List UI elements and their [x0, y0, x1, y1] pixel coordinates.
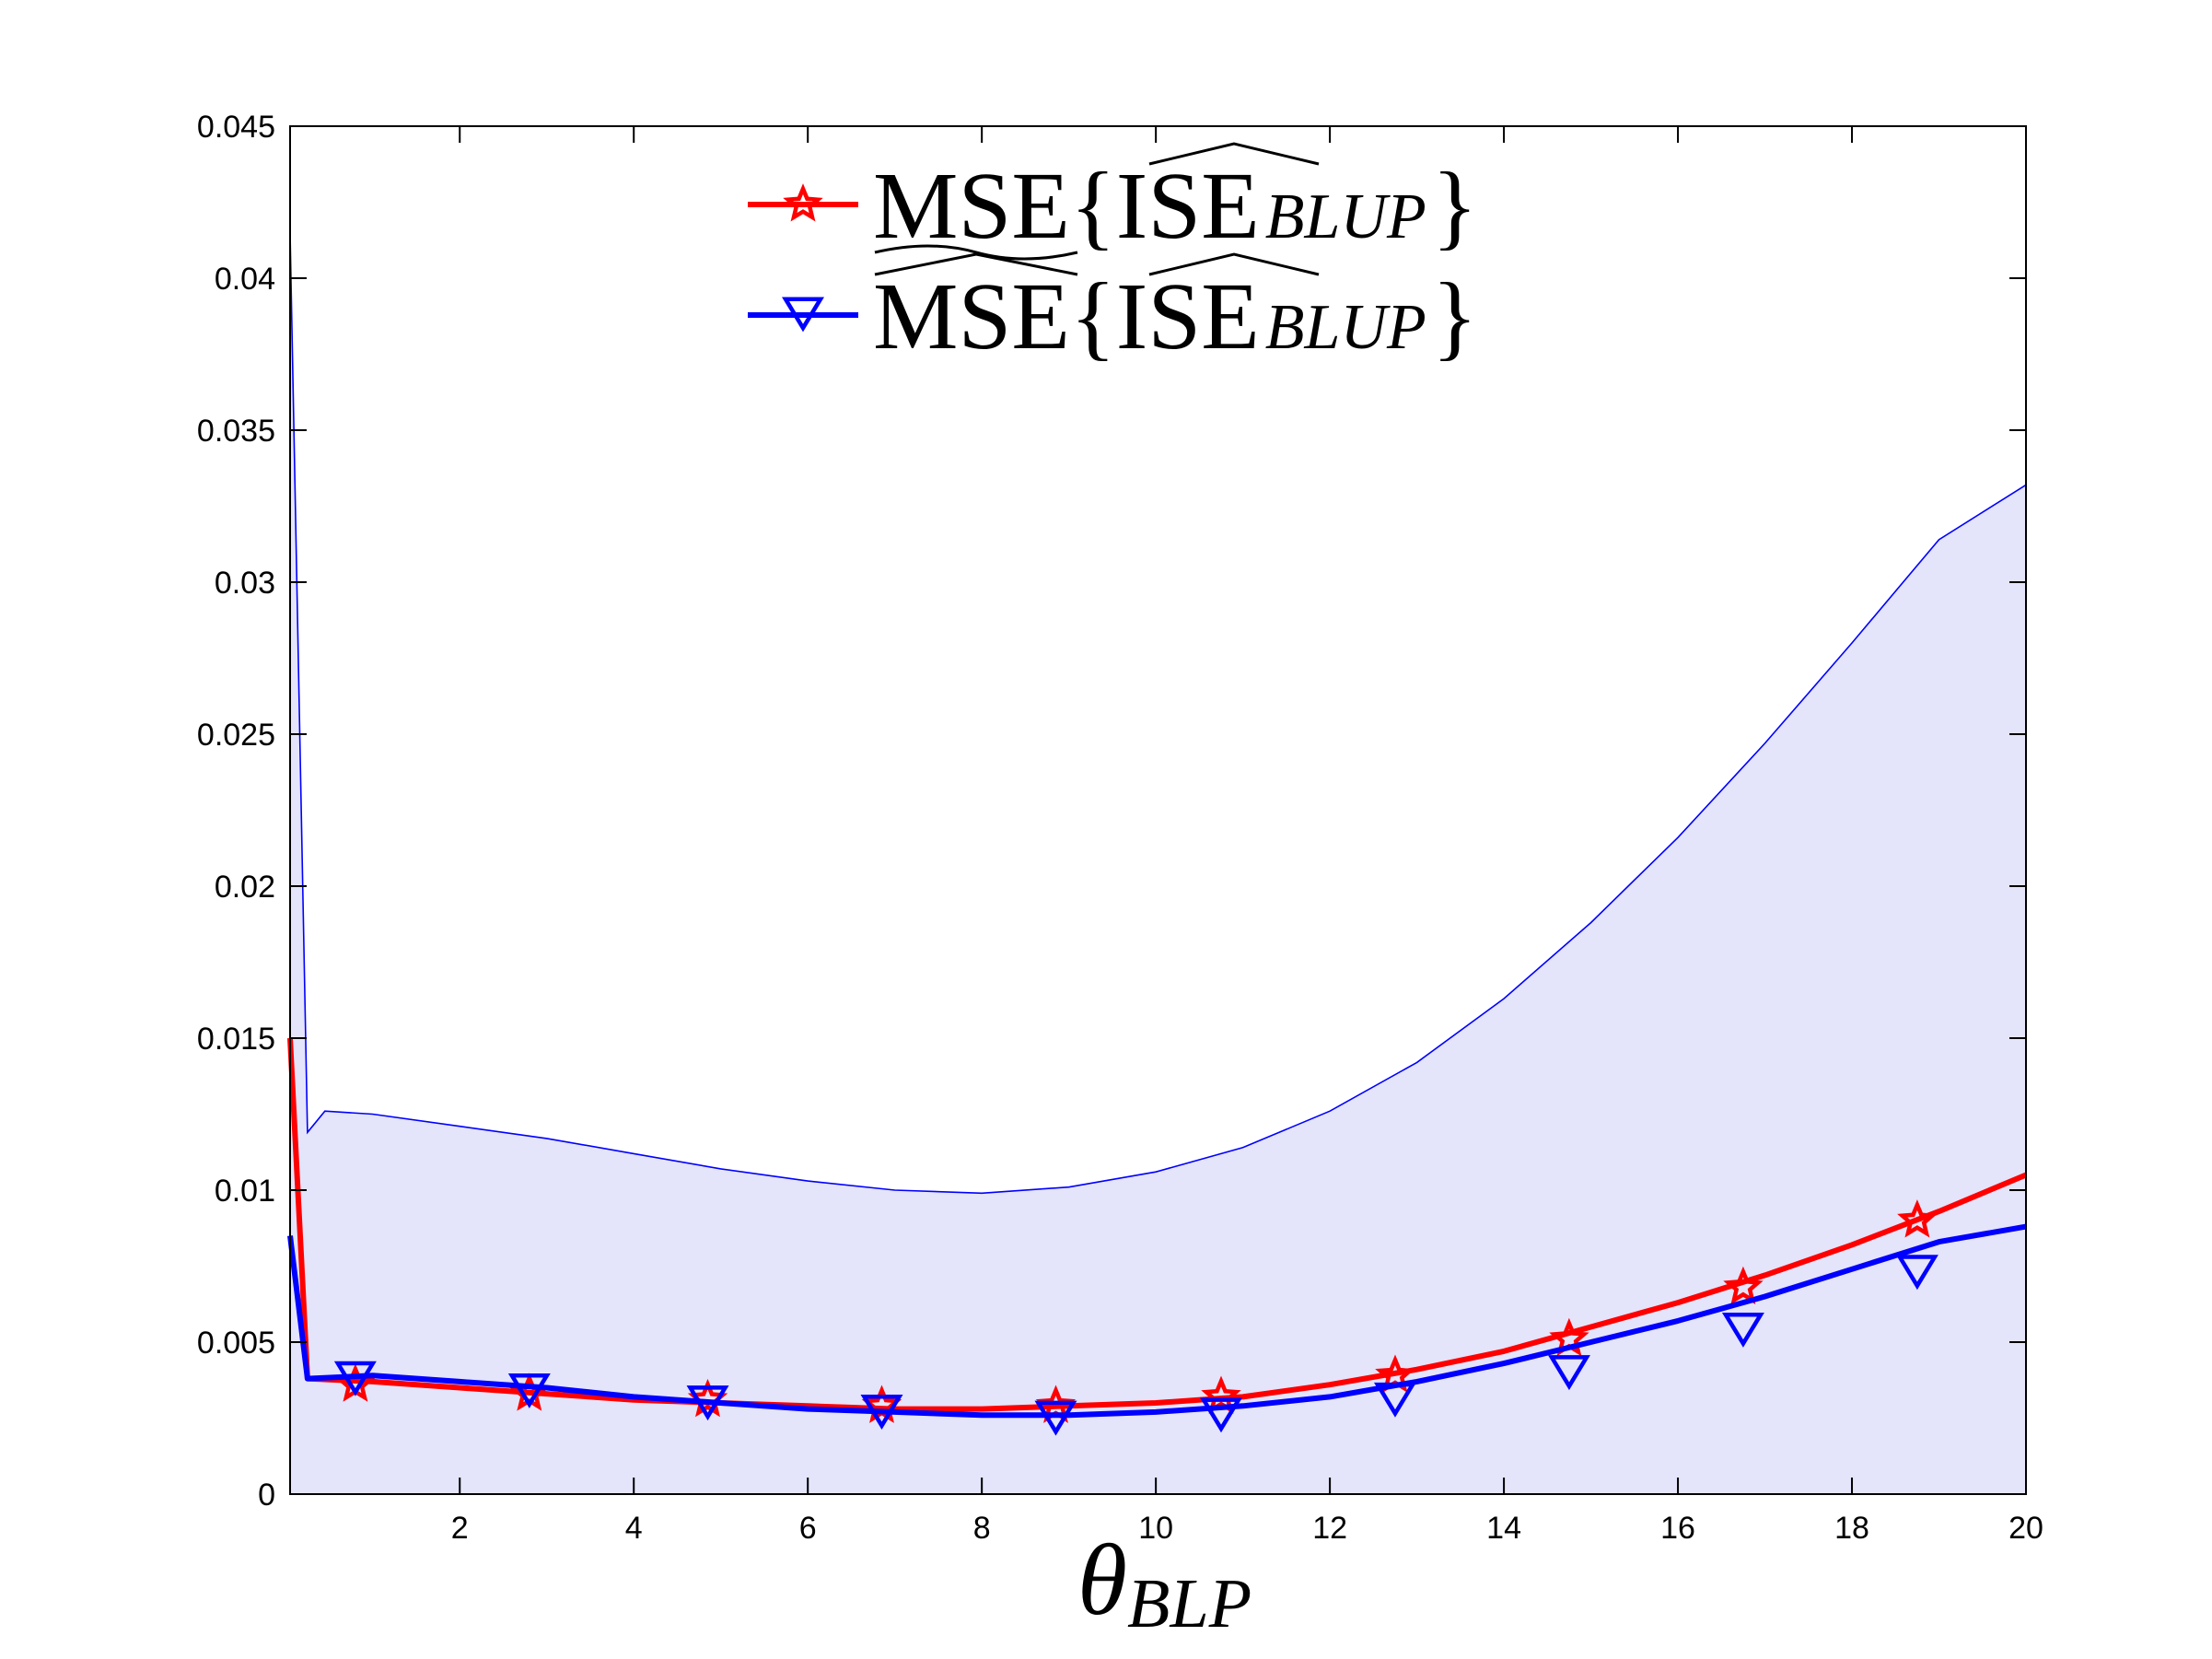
- legend-tilde-accent-0: [874, 244, 1078, 261]
- x-tick-label-7: 16: [1660, 1511, 1695, 1546]
- legend-marker-1: [782, 297, 824, 333]
- series-1-line: [287, 1223, 2027, 1419]
- legend-hat-accent-1: [1148, 252, 1320, 276]
- series-0-marker-9: [1897, 1199, 1938, 1238]
- y-tick-label-9: 0.045: [197, 110, 275, 145]
- x-tick-label-4: 10: [1138, 1511, 1173, 1546]
- series-1: [287, 1223, 2027, 1436]
- x-tick-label-2: 6: [799, 1511, 817, 1546]
- series-0-marker-5: [1201, 1375, 1241, 1414]
- series-1-marker-5: [1200, 1397, 1242, 1433]
- y-tick-label-6: 0.03: [215, 566, 275, 601]
- y-tick-label-1: 0.005: [197, 1326, 275, 1361]
- x-tick-label-9: 20: [2008, 1511, 2043, 1546]
- axes-box: [289, 125, 2027, 1495]
- series-1-marker-4: [1034, 1400, 1077, 1436]
- x-axis-label-text: θBLP: [1077, 1524, 1252, 1642]
- x-tick-label-8: 18: [1834, 1511, 1869, 1546]
- y-tick-label-8: 0.04: [215, 262, 275, 297]
- y-tick-label-3: 0.015: [197, 1022, 275, 1057]
- x-tick-label-5: 12: [1312, 1511, 1347, 1546]
- legend-hat-accent-0: [1148, 142, 1320, 166]
- x-axis-label: θBLP: [1077, 1524, 1252, 1642]
- series-1-marker-1: [507, 1373, 551, 1408]
- x-tick-label-6: 14: [1486, 1511, 1521, 1546]
- legend-top-accent-1: [874, 252, 1078, 276]
- x-tick-label-1: 4: [625, 1511, 643, 1546]
- series-1-marker-6: [1373, 1382, 1416, 1418]
- series-0-marker-8: [1723, 1266, 1764, 1305]
- y-tick-label-7: 0.035: [197, 414, 275, 449]
- band-layer: [289, 232, 2027, 1494]
- axes-layer: [289, 125, 2027, 1495]
- series-1-marker-3: [860, 1395, 903, 1430]
- y-tick-label-0: 0: [258, 1478, 275, 1513]
- legend: MSE{ISEBLUP}MSE{ISEBLUP}: [748, 142, 1478, 369]
- legend-label-1: MSE{ISEBLUP}: [873, 263, 1478, 369]
- series-1-marker-2: [686, 1385, 729, 1421]
- legend-entry-1: MSE{ISEBLUP}: [748, 252, 1478, 369]
- x-tick-label-0: 2: [451, 1511, 469, 1546]
- ticks-layer: 2 4 6 8 10 12 14 16 18 20 0 0.005 0.01 0.015 0.02 0.025…: [197, 110, 2043, 1546]
- band-fill: [290, 232, 2026, 1494]
- band-upper-edge: [289, 232, 2027, 1195]
- series-1-marker-9: [1895, 1255, 1938, 1291]
- series-1-marker-0: [333, 1361, 377, 1396]
- legend-entry-0: MSE{ISEBLUP}: [748, 142, 1478, 261]
- series-0-line: [287, 1037, 2028, 1412]
- x-tick-label-3: 8: [973, 1511, 991, 1546]
- series-layer: [287, 1037, 2028, 1436]
- y-tick-label-2: 0.01: [215, 1174, 275, 1209]
- y-tick-label-5: 0.025: [197, 718, 275, 753]
- legend-marker-0: [783, 183, 823, 222]
- y-tick-label-4: 0.02: [215, 870, 275, 905]
- series-1-marker-8: [1721, 1312, 1764, 1348]
- series-1-marker-7: [1547, 1355, 1590, 1391]
- legend-label-0: MSE{ISEBLUP}: [873, 153, 1478, 259]
